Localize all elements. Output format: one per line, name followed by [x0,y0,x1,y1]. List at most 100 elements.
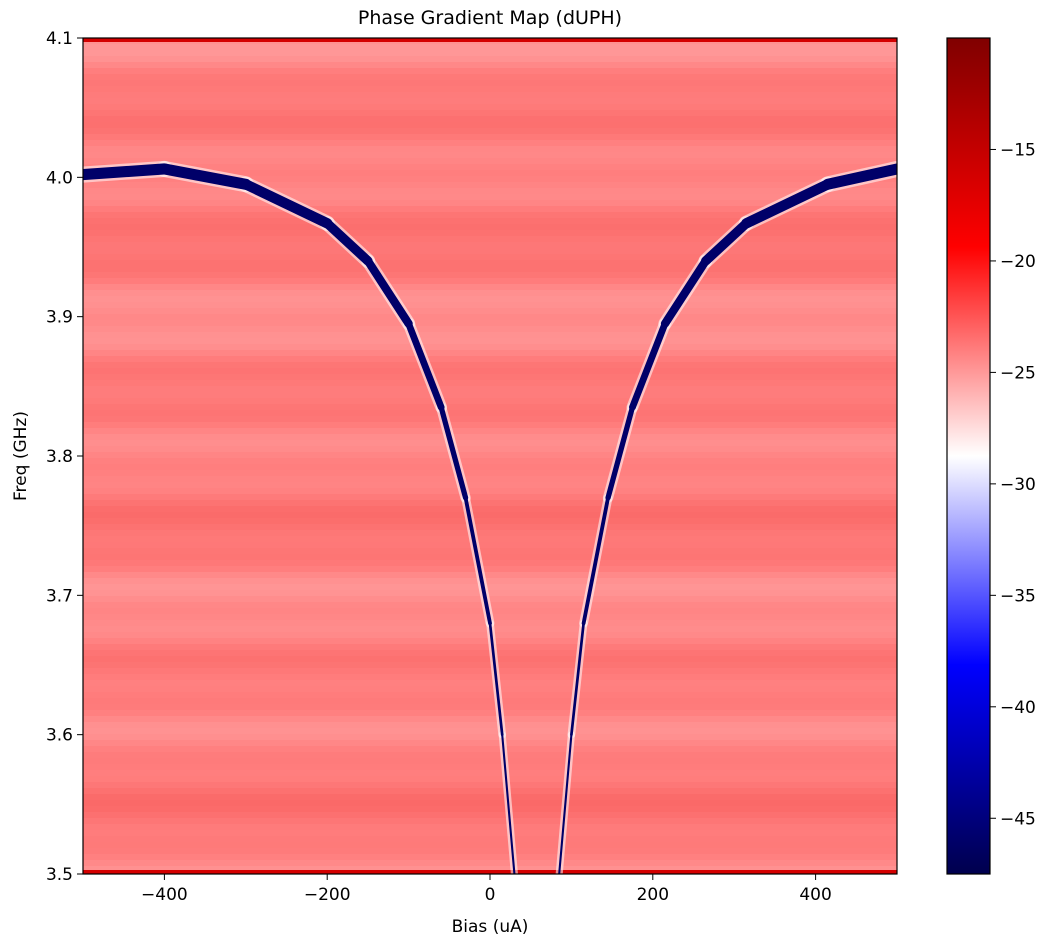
heatmap-band [83,578,897,584]
feature-left-branch-segment [83,163,170,181]
heatmap-band [83,824,897,830]
heatmap-band [83,452,897,458]
heatmap-band [83,224,897,230]
y-tick-label: 3.7 [46,586,73,606]
colorbar-tick-label: −20 [1000,252,1036,272]
heatmap-bands [83,38,897,874]
heatmap-band [83,56,897,62]
heatmap-edge-top [83,38,897,42]
y-tick-label: 3.5 [46,865,73,885]
heatmap-band [83,68,897,74]
heatmap-band [83,134,897,140]
heatmap-band [83,686,897,692]
heatmap-band [83,512,897,518]
heatmap-band [83,296,897,302]
heatmap-band [83,674,897,680]
chart-title: Phase Gradient Map (dUPH) [358,7,622,29]
heatmap-band [83,758,897,764]
heatmap-band [83,218,897,224]
feature-right-branch-segment [558,733,573,874]
heatmap-band [83,752,897,758]
feature-right-branch-segment [605,404,636,501]
heatmap-band [83,830,897,836]
heatmap-band [83,290,897,296]
heatmap-band [83,506,897,512]
feature-right-branch-segment [629,320,669,411]
heatmap-edge-bottom [83,870,897,874]
heatmap-band [83,200,897,206]
heatmap-band [83,680,897,686]
heatmap-band [83,800,897,806]
heatmap-band [83,398,897,404]
heatmap-band [83,794,897,800]
colorbar-tick-label: −45 [1000,809,1036,829]
heatmap-band [83,860,897,866]
heatmap-band [83,392,897,398]
x-tick-label: 400 [799,885,831,905]
heatmap-band [83,776,897,782]
feature-right-branch-segment [660,256,710,328]
heatmap-band [83,362,897,368]
heatmap-band [83,764,897,770]
colorbar [947,38,990,874]
heatmap-band [83,566,897,572]
heatmap-band [83,698,897,704]
heatmap-band [83,44,897,50]
heatmap-band [83,404,897,410]
heatmap-band [83,464,897,470]
heatmap-band [83,152,897,158]
heatmap-band [83,98,897,104]
heatmap-band [83,266,897,272]
feature-right-branch-segment [581,495,610,626]
heatmap-band [83,302,897,308]
heatmap-band [83,260,897,266]
heatmap-band [83,812,897,818]
feature-left-branch-segment [501,733,516,874]
x-tick-label: 0 [485,885,496,905]
feature-left-branch-segment [158,163,252,190]
heatmap-band [83,554,897,560]
feature-right-branch-segment [701,218,752,266]
heatmap-band [83,254,897,260]
x-tick-label: 200 [637,885,669,905]
heatmap-band [83,704,897,710]
heatmap-band [83,710,897,716]
heatmap-band [83,92,897,98]
heatmap-band [83,488,897,494]
heatmap-band [83,782,897,788]
heatmap-band [83,854,897,860]
heatmap-band [83,308,897,314]
heatmap-band [83,536,897,542]
heatmap-band [83,656,897,662]
heatmap-band [83,188,897,194]
heatmap-band [83,428,897,434]
heatmap-band [83,50,897,56]
feature-left-branch-segment [405,320,445,411]
heatmap-band [83,542,897,548]
feature-left-branch-segment [322,218,373,266]
feature-right-branch-segment [822,163,897,190]
heatmap-band [83,788,897,794]
heatmap-band [83,668,897,674]
feature-left-branch-segment [488,621,504,737]
heatmap-band [83,836,897,842]
heatmap-band [83,584,897,590]
heatmap-band [83,596,897,602]
heatmap-band [83,338,897,344]
heatmap-band [83,74,897,80]
y-tick-label: 3.9 [46,308,73,328]
heatmap-band [83,146,897,152]
feature-left-branch-segment [463,495,492,626]
heatmap-band [83,530,897,536]
heatmap-band [83,482,897,488]
heatmap-band [83,194,897,200]
heatmap-band [83,548,897,554]
colorbar-tick-label: −35 [1000,586,1036,606]
heatmap-band [83,272,897,278]
heatmap-band [83,866,897,872]
colorbar-tick-label: −40 [1000,698,1036,718]
heatmap-band [83,740,897,746]
heatmap-band [83,380,897,386]
y-tick-label: 3.6 [46,726,73,746]
